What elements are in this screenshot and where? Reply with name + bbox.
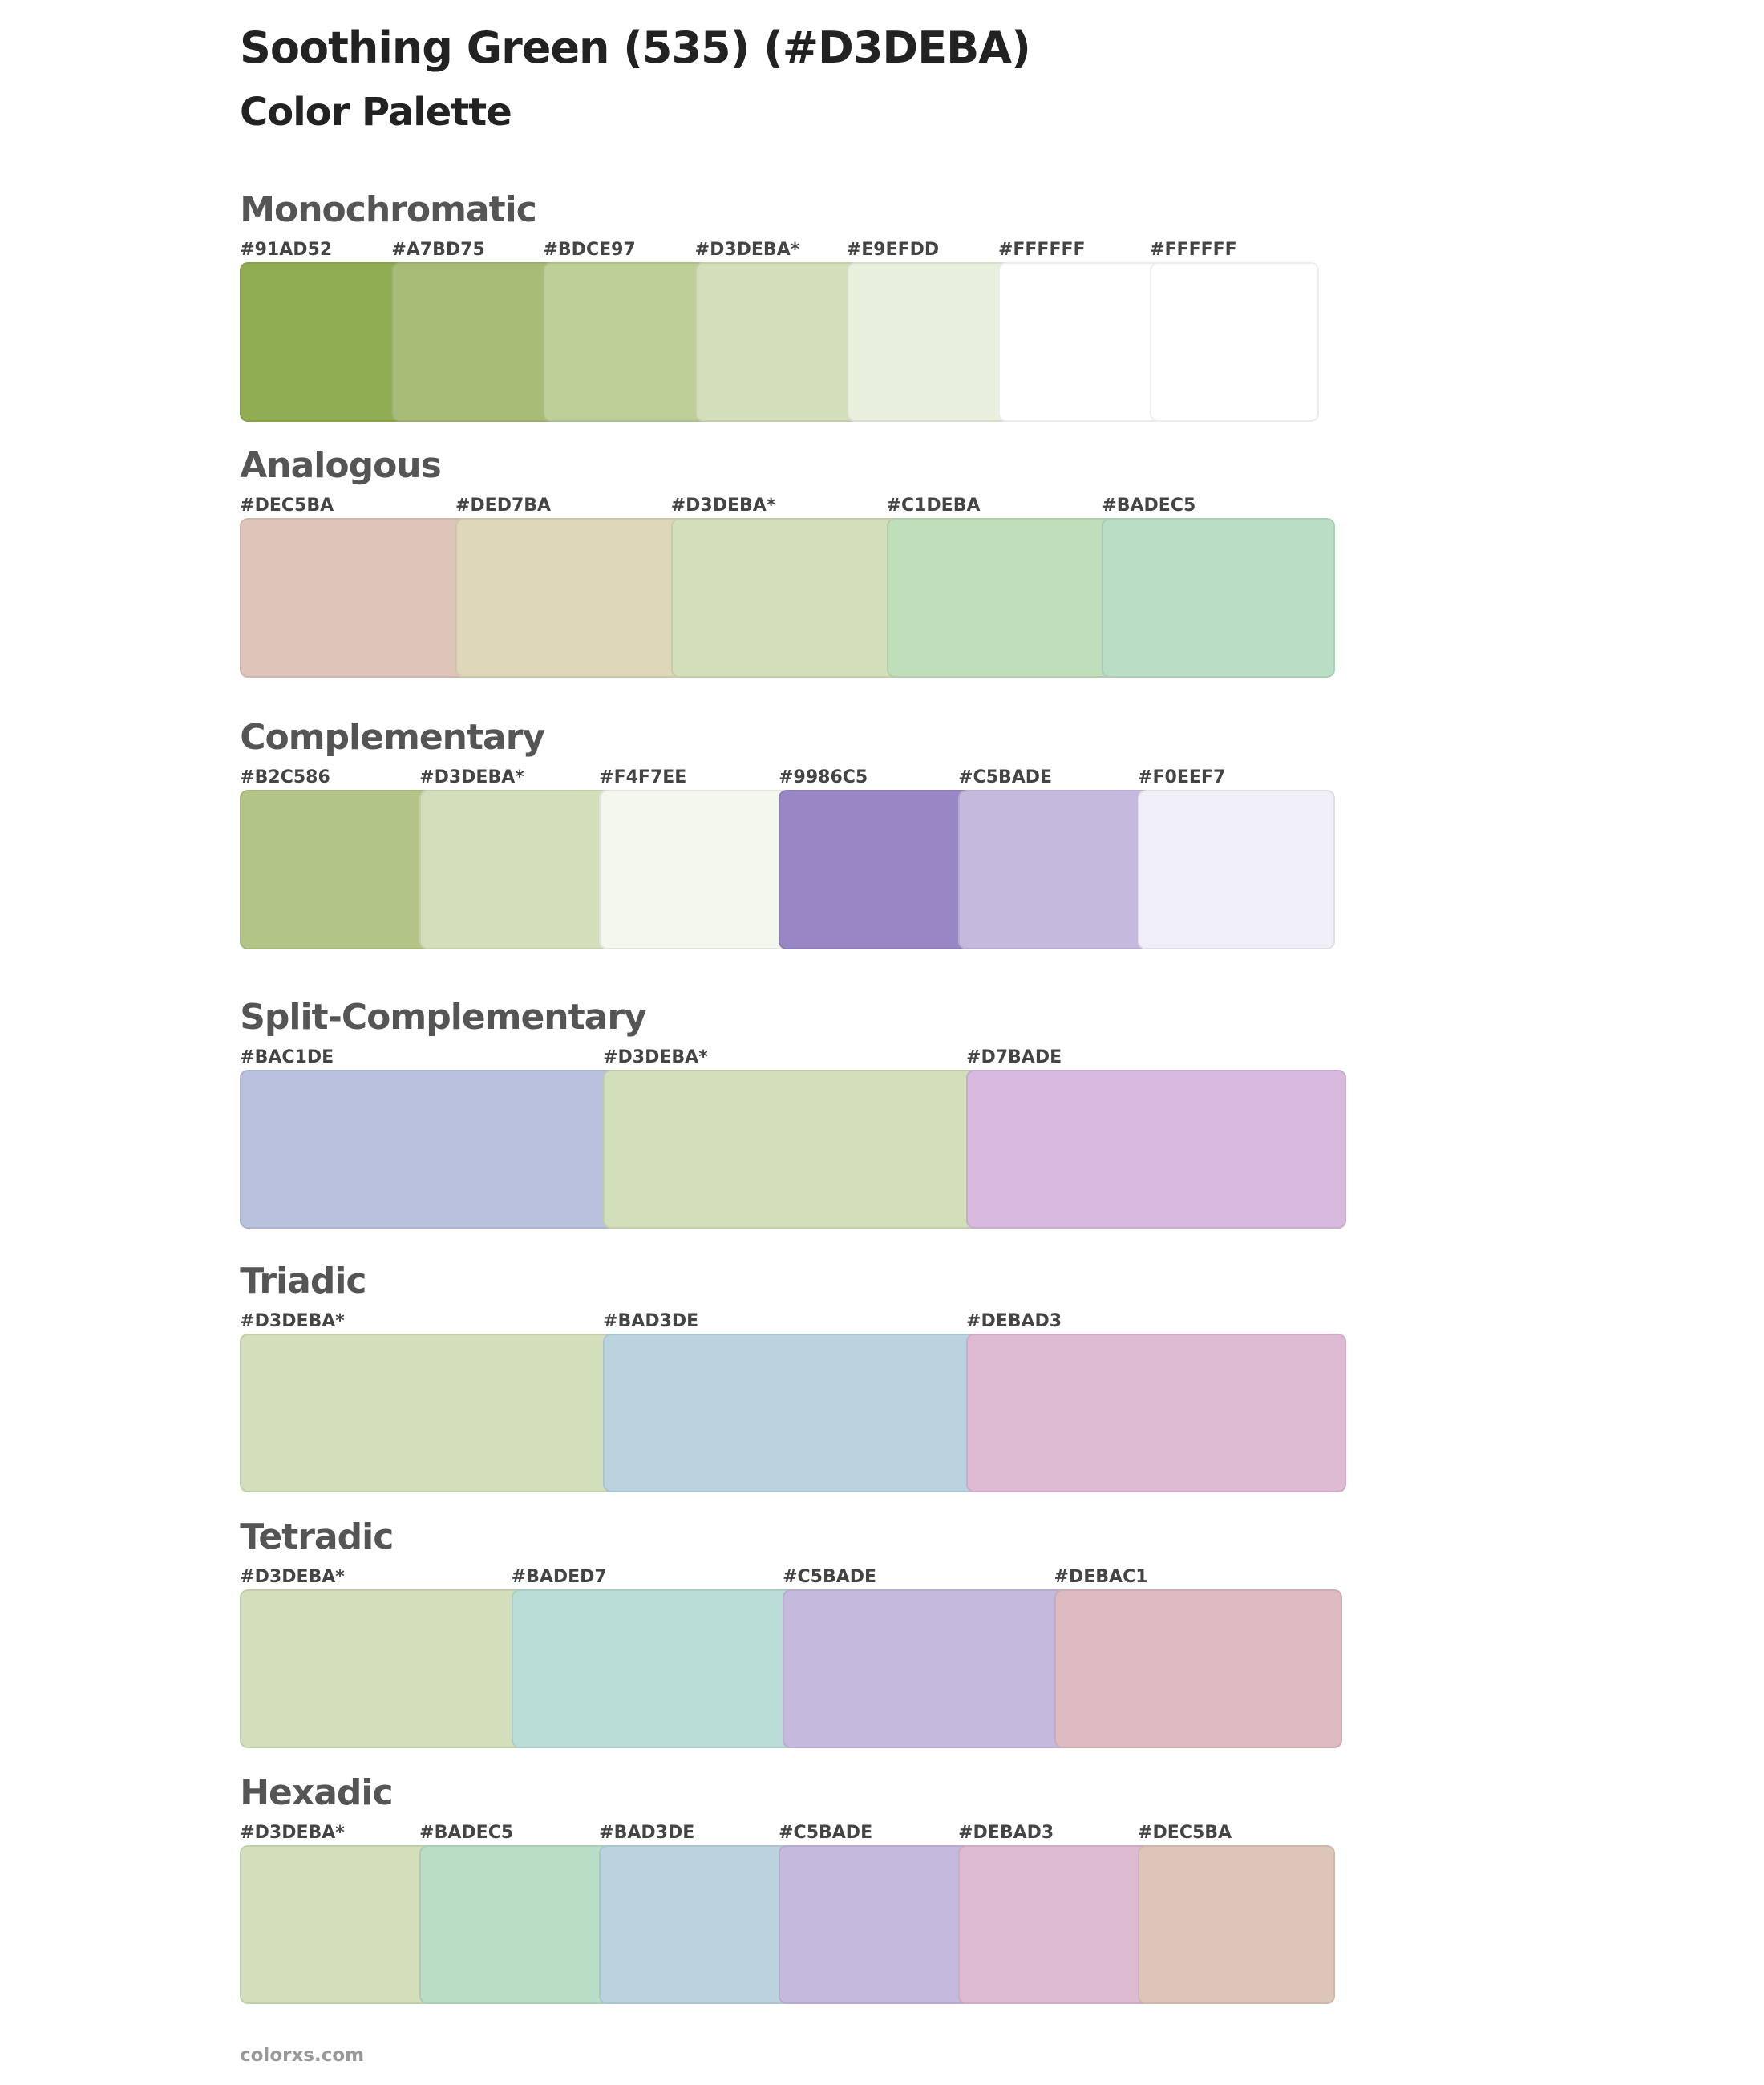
color-swatch [543, 262, 713, 422]
swatch-label: #DED7BA [455, 496, 552, 516]
color-swatch [603, 1333, 984, 1493]
swatch-label: #D3DEBA* [603, 1047, 708, 1067]
swatch-label: #91AD52 [240, 240, 333, 261]
swatch-label: #E9EFDD [846, 240, 940, 261]
subtitle: Color Palette [240, 90, 512, 135]
color-swatch [694, 262, 864, 422]
color-swatch [599, 790, 796, 949]
color-swatch [958, 790, 1155, 949]
section-heading: Triadic [240, 1261, 366, 1302]
color-swatch [240, 790, 437, 949]
color-swatch [966, 1333, 1347, 1493]
swatch-label: #C1DEBA [886, 496, 981, 516]
swatch-label: #C5BADE [779, 1822, 873, 1843]
swatch-label: #D7BADE [966, 1047, 1062, 1067]
swatch-label: #D3DEBA* [670, 496, 776, 516]
color-swatch [599, 1844, 796, 2005]
swatch-label: #BAC1DE [240, 1047, 334, 1067]
swatch-label: #DEBAD3 [966, 1310, 1062, 1331]
swatch-label: #BADED7 [511, 1566, 607, 1587]
swatch-label: #B2C586 [240, 767, 330, 788]
swatch-label: #A7BD75 [391, 240, 485, 261]
swatch-label: #FFFFFF [1150, 240, 1237, 261]
swatch-label: #F0EEF7 [1138, 767, 1226, 788]
color-swatch [846, 262, 1016, 422]
color-swatch [455, 518, 689, 678]
color-swatch [1138, 1844, 1335, 2005]
swatch-label: #C5BADE [958, 767, 1053, 788]
section-heading: Analogous [240, 445, 442, 487]
color-swatch [1138, 790, 1335, 949]
swatch-label: #D3DEBA* [240, 1310, 345, 1331]
footer: colorxs.com [240, 2045, 365, 2066]
swatch-label: #F4F7EE [599, 767, 687, 788]
color-swatch [603, 1069, 984, 1229]
color-swatch [1150, 262, 1319, 422]
color-swatch [511, 1589, 800, 1749]
color-swatch [419, 1844, 617, 2005]
color-swatch [240, 518, 473, 678]
section-heading: Hexadic [240, 1772, 393, 1814]
swatch-label: #D3DEBA* [240, 1822, 345, 1843]
swatch-label: #FFFFFF [997, 240, 1086, 261]
color-swatch [240, 1333, 621, 1493]
swatch-label: #D3DEBA* [694, 240, 800, 261]
color-swatch [997, 262, 1167, 422]
color-swatch [240, 262, 409, 422]
color-swatch [966, 1069, 1347, 1229]
swatch-label: #9986C5 [779, 767, 868, 788]
section-heading: Complementary [240, 717, 545, 759]
swatch-label: #BDCE97 [543, 240, 636, 261]
color-swatch [886, 518, 1119, 678]
section-heading: Split-Complementary [240, 997, 647, 1038]
color-swatch [779, 790, 976, 949]
color-swatch [779, 1844, 976, 2005]
swatch-label: #BAD3DE [599, 1822, 695, 1843]
color-swatch [419, 790, 617, 949]
swatch-label: #BADEC5 [1102, 496, 1196, 516]
title: Soothing Green (535) (#D3DEBA) [240, 22, 1031, 73]
section-heading: Monochromatic [240, 189, 537, 231]
swatch-label: #DEBAC1 [1054, 1566, 1148, 1587]
color-swatch [670, 518, 904, 678]
color-swatch [783, 1589, 1072, 1749]
swatch-label: #D3DEBA* [240, 1566, 345, 1587]
color-swatch [1054, 1589, 1343, 1749]
swatch-label: #BAD3DE [603, 1310, 699, 1331]
swatch-label: #DEC5BA [240, 496, 334, 516]
section-heading: Tetradic [240, 1516, 394, 1558]
swatch-label: #D3DEBA* [419, 767, 524, 788]
swatch-label: #BADEC5 [419, 1822, 514, 1843]
swatch-label: #DEC5BA [1138, 1822, 1232, 1843]
color-swatch [391, 262, 560, 422]
color-swatch [240, 1069, 621, 1229]
color-swatch [1102, 518, 1335, 678]
swatch-label: #DEBAD3 [958, 1822, 1054, 1843]
color-swatch [958, 1844, 1155, 2005]
color-swatch [240, 1589, 529, 1749]
color-swatch [240, 1844, 437, 2005]
swatch-label: #C5BADE [783, 1566, 877, 1587]
